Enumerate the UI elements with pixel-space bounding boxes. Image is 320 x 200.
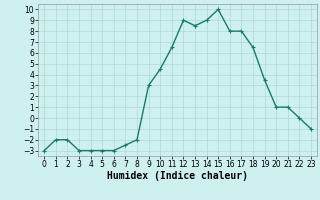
- X-axis label: Humidex (Indice chaleur): Humidex (Indice chaleur): [107, 171, 248, 181]
